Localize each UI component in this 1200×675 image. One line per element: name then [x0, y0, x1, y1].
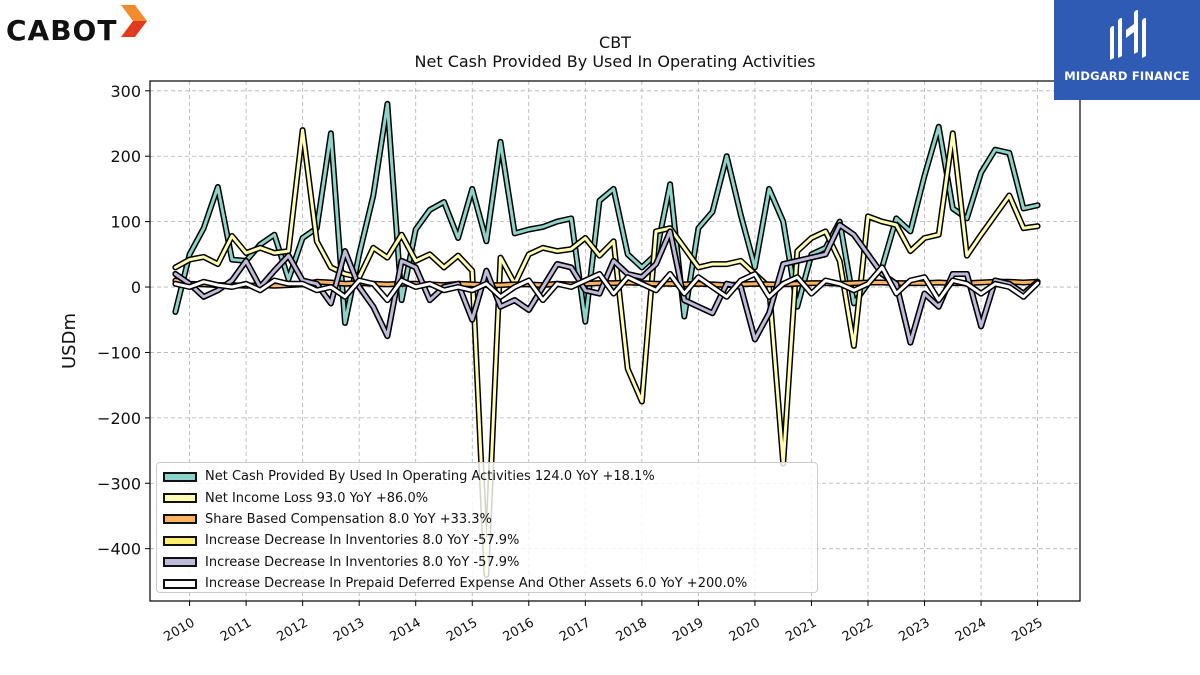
x-tick-label: 2010 [161, 615, 197, 645]
series-line [172, 127, 1041, 578]
series-line-stroke [173, 265, 1040, 302]
y-tick-label: −100 [97, 343, 141, 362]
legend-label: Increase Decrease In Inventories 8.0 YoY… [205, 533, 520, 549]
legend-label: Net Cash Provided By Used In Operating A… [205, 469, 655, 485]
y-tick-label: −200 [97, 409, 141, 428]
legend-label: Increase Decrease In Prepaid Deferred Ex… [205, 576, 748, 592]
x-tick-label: 2015 [444, 615, 480, 645]
legend-item: Net Income Loss 93.0 YoY +86.0% [163, 487, 811, 508]
chart-subtitle: Net Cash Provided By Used In Operating A… [414, 52, 816, 71]
legend-item: Increase Decrease In Inventories 8.0 YoY… [163, 530, 811, 551]
y-tick-label: 0 [131, 278, 141, 297]
x-tick-label: 2021 [783, 615, 819, 645]
plot-frame [149, 80, 1081, 602]
x-tick-label: 2014 [388, 615, 424, 645]
legend-label: Net Income Loss 93.0 YoY +86.0% [205, 490, 429, 506]
cabot-logo-text: CABOT [6, 13, 118, 47]
legend-item: Increase Decrease In Inventories 8.0 YoY… [163, 552, 811, 573]
legend-swatch [163, 535, 197, 546]
midgard-logo-text: MIDGARD FINANCE [1064, 69, 1190, 83]
legend-item: Share Based Compensation 8.0 YoY +33.3% [163, 509, 811, 530]
x-tick-label: 2012 [274, 615, 310, 645]
x-tick-label: 2013 [331, 615, 367, 645]
legend-item: Net Cash Provided By Used In Operating A… [163, 466, 811, 487]
chart-title: CBT [599, 33, 631, 52]
legend-swatch [163, 471, 197, 482]
x-tick-label: 2020 [727, 615, 763, 645]
x-tick-label: 2019 [670, 615, 706, 645]
legend-label: Share Based Compensation 8.0 YoY +33.3% [205, 511, 492, 527]
y-axis-label: USDm [59, 313, 80, 369]
x-tick-label: 2025 [1009, 615, 1045, 645]
y-tick-label: −300 [97, 474, 141, 493]
y-tick-label: 200 [110, 147, 141, 166]
y-tick-label: −400 [97, 540, 141, 559]
legend-swatch [163, 557, 197, 568]
legend-swatch [163, 493, 197, 504]
cabot-logo-mark-icon [121, 5, 148, 37]
legend-item: Increase Decrease In Prepaid Deferred Ex… [163, 573, 811, 594]
x-tick-label: 2024 [953, 615, 989, 645]
y-tick-label: 300 [110, 82, 141, 101]
x-tick-label: 2017 [557, 615, 593, 645]
legend-swatch [163, 578, 197, 589]
x-tick-label: 2018 [614, 615, 650, 645]
cabot-logo: CABOT [6, 5, 149, 52]
chart-legend: Net Cash Provided By Used In Operating A… [156, 462, 818, 593]
y-tick-label: 100 [110, 213, 141, 232]
series-line-stroke [173, 128, 1040, 577]
midgard-logo-mark-icon [1110, 10, 1146, 60]
x-tick-label: 2022 [840, 615, 876, 645]
series-lines [172, 100, 1041, 578]
legend-swatch [163, 514, 197, 525]
midgard-logo: MIDGARD FINANCE [1054, 0, 1200, 100]
x-tick-label: 2023 [896, 615, 932, 645]
x-tick-label: 2011 [218, 615, 254, 645]
legend-label: Increase Decrease In Inventories 8.0 YoY… [205, 554, 520, 570]
series-line [172, 264, 1041, 304]
x-tick-label: 2016 [501, 615, 537, 645]
